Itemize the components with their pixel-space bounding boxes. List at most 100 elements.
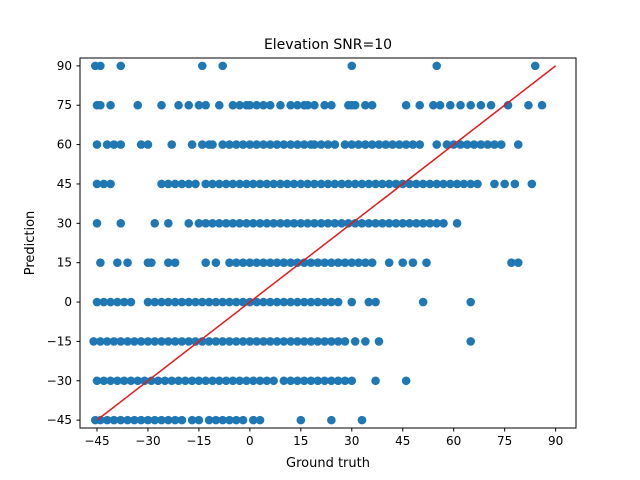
data-point: [157, 415, 166, 425]
data-point: [371, 376, 380, 386]
x-tick-label: −15: [186, 434, 211, 448]
data-point: [191, 179, 200, 189]
data-point: [96, 337, 105, 346]
data-point: [286, 100, 295, 110]
data-point: [303, 100, 312, 110]
data-point: [296, 179, 306, 189]
data-point: [143, 415, 153, 425]
data-point: [228, 100, 238, 110]
data-point: [330, 140, 340, 149]
data-point: [191, 337, 200, 346]
data-point: [211, 415, 221, 425]
data-point: [126, 297, 136, 307]
data-point: [282, 179, 292, 189]
data-point: [303, 179, 312, 189]
data-point: [432, 61, 442, 71]
data-point: [170, 337, 180, 346]
data-point: [293, 376, 302, 386]
data-point: [299, 140, 309, 149]
data-point: [320, 258, 329, 267]
data-point: [221, 376, 231, 386]
data-point: [496, 140, 506, 149]
data-point: [238, 140, 248, 149]
data-point: [252, 337, 261, 346]
data-point: [170, 258, 180, 267]
y-tick-label: −30: [47, 374, 72, 388]
data-point: [123, 258, 132, 267]
data-point: [313, 297, 323, 307]
data-point: [279, 337, 289, 346]
data-point: [527, 179, 537, 189]
data-point: [408, 140, 418, 149]
data-point: [276, 179, 285, 189]
data-point: [418, 179, 428, 189]
data-point: [320, 100, 329, 110]
data-point: [289, 219, 299, 228]
data-point: [204, 337, 214, 346]
data-point: [184, 219, 194, 228]
data-point: [405, 219, 414, 228]
data-point: [99, 179, 109, 189]
data-point: [289, 179, 299, 189]
x-tick-label: 75: [497, 434, 512, 448]
data-point: [320, 376, 329, 386]
data-point: [198, 297, 207, 307]
data-point: [194, 376, 204, 386]
y-tick-label: 0: [64, 295, 72, 309]
data-point: [167, 140, 177, 149]
data-point: [170, 179, 180, 189]
data-point: [429, 100, 438, 110]
data-point: [357, 179, 367, 189]
data-point: [187, 140, 197, 149]
x-tick-label: 90: [548, 434, 563, 448]
data-point: [337, 219, 346, 228]
data-point: [313, 376, 323, 386]
data-point: [255, 415, 265, 425]
data-point: [361, 258, 370, 267]
data-point: [157, 337, 166, 346]
data-point: [323, 219, 333, 228]
data-point: [191, 297, 200, 307]
data-point: [225, 258, 234, 267]
data-point: [92, 140, 102, 149]
data-point: [293, 100, 302, 110]
data-point: [269, 376, 278, 386]
data-point: [150, 337, 160, 346]
data-point: [116, 415, 126, 425]
data-point: [184, 179, 194, 189]
data-point: [347, 297, 357, 307]
data-point: [354, 140, 363, 149]
data-point: [113, 258, 122, 267]
data-point: [418, 297, 428, 307]
data-point: [537, 100, 547, 110]
data-point: [327, 415, 336, 425]
data-point: [231, 258, 241, 267]
data-point: [265, 100, 275, 110]
data-point: [198, 337, 207, 346]
data-point: [265, 258, 275, 267]
data-point: [412, 179, 421, 189]
data-point: [102, 415, 112, 425]
data-point: [510, 179, 520, 189]
data-point: [476, 140, 486, 149]
data-point: [252, 140, 261, 149]
data-point: [299, 258, 309, 267]
data-point: [160, 376, 170, 386]
data-point: [255, 376, 265, 386]
data-point: [208, 219, 217, 228]
data-point: [432, 140, 442, 149]
data-point: [361, 100, 370, 110]
data-point: [299, 297, 309, 307]
data-point: [255, 219, 265, 228]
data-point: [147, 258, 156, 267]
data-point: [296, 415, 306, 425]
y-axis: −45 −30 −15 0 15 30 45 60 75 90: [47, 59, 80, 427]
x-tick-label: 15: [293, 434, 308, 448]
data-point: [164, 415, 173, 425]
data-point: [313, 337, 323, 346]
data-point: [330, 219, 340, 228]
data-point: [350, 100, 360, 110]
data-point: [259, 140, 268, 149]
data-point: [214, 179, 224, 189]
